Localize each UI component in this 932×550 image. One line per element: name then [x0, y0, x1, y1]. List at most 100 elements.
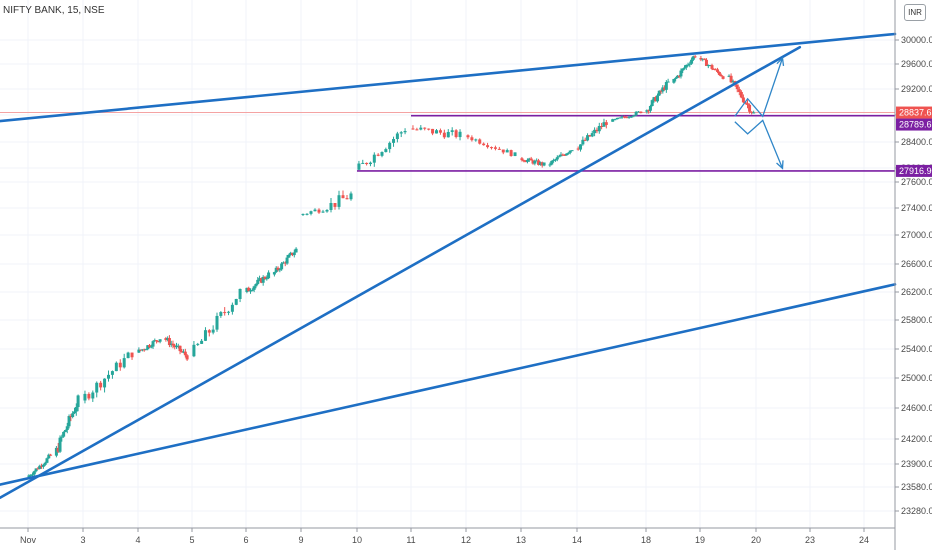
- candle-body: [258, 278, 262, 280]
- candle-body: [570, 150, 574, 152]
- time-tick-label: 11: [406, 535, 415, 545]
- time-tick-label: 14: [572, 535, 582, 545]
- candle-body: [613, 119, 617, 121]
- candle-body: [146, 345, 150, 350]
- projection-arrows[interactable]: [734, 56, 785, 170]
- candle-body: [590, 133, 594, 137]
- arrowhead: [776, 56, 785, 67]
- time-tick-label: 9: [298, 535, 303, 545]
- candle-body: [525, 159, 529, 162]
- candle-body: [535, 160, 539, 162]
- candle-body: [76, 395, 80, 408]
- candle-body: [103, 378, 107, 388]
- candle-body: [563, 154, 567, 156]
- time-tick-label: Nov: [20, 535, 37, 545]
- candle-body: [677, 75, 681, 77]
- candle-body: [32, 471, 36, 475]
- candle-body: [482, 143, 486, 146]
- candle-body: [693, 56, 697, 58]
- candle-body: [657, 90, 661, 96]
- candle-body: [292, 252, 296, 256]
- trendline-lower-channel[interactable]: [0, 283, 897, 486]
- candle-body: [219, 312, 223, 316]
- candle-body: [215, 315, 219, 330]
- price-axis[interactable]: 30000.0029600.0029200.0028800.0028400.00…: [894, 0, 932, 550]
- candle-body: [376, 154, 380, 156]
- candle-body: [368, 162, 372, 165]
- candle-body: [333, 203, 337, 207]
- candle-body: [45, 458, 49, 463]
- candle-body: [684, 65, 688, 68]
- candle-body: [403, 131, 407, 133]
- candle-body: [29, 475, 33, 477]
- candle-body: [56, 447, 60, 452]
- candle-body: [701, 58, 705, 60]
- candle-body: [538, 162, 542, 165]
- candle-body: [529, 158, 533, 161]
- candle-body: [423, 127, 427, 129]
- candle-body: [659, 90, 663, 92]
- candle-body: [737, 89, 741, 92]
- candle-body: [595, 129, 599, 132]
- candle-body: [666, 81, 670, 83]
- candle-body: [513, 152, 517, 157]
- candle-body: [652, 97, 656, 101]
- candle-body: [265, 278, 269, 280]
- price-tick-label: 23280.00: [901, 506, 932, 516]
- candle-body: [283, 262, 287, 264]
- candle-body: [634, 111, 638, 116]
- price-tick-label: 26600.00: [901, 259, 932, 269]
- candle-body: [267, 272, 271, 279]
- candle-body: [337, 195, 341, 207]
- candle-body: [144, 349, 148, 351]
- candle-body: [604, 122, 608, 125]
- candle-body: [664, 82, 668, 90]
- candle-body: [520, 158, 524, 161]
- candle-body: [632, 115, 636, 117]
- candle-body: [620, 116, 624, 118]
- candle-body: [399, 132, 403, 134]
- candle-body: [274, 267, 278, 273]
- candle-body: [636, 111, 640, 113]
- candle-body: [38, 465, 42, 469]
- candle-body: [458, 131, 462, 138]
- candle-body: [36, 468, 40, 470]
- candle-body: [731, 81, 735, 83]
- trendline-upper-channel[interactable]: [0, 32, 897, 123]
- candle-body: [54, 447, 58, 456]
- candle-body: [576, 148, 580, 150]
- arrow-bullish-path[interactable]: [734, 57, 784, 118]
- candle-body: [548, 164, 552, 166]
- candle-body: [727, 75, 731, 77]
- arrow-bearish-path[interactable]: [734, 119, 784, 169]
- candle-body: [276, 267, 280, 270]
- price-tick-label: 30000.00: [901, 35, 932, 45]
- candle-body: [329, 203, 333, 210]
- currency-badge[interactable]: INR: [904, 4, 926, 21]
- candle-body: [450, 130, 454, 132]
- candle-body: [583, 139, 587, 141]
- trendline-rising-support[interactable]: [0, 45, 802, 500]
- price-tick-label: 23580.00: [901, 482, 932, 492]
- time-axis[interactable]: Nov 3 4 5 6 9 10 11 12 13 14 18 19 20 23 24: [0, 527, 895, 545]
- price-tag: [896, 106, 932, 119]
- candle-body: [656, 95, 659, 102]
- candle-body: [540, 162, 544, 166]
- trendlines[interactable]: [0, 32, 897, 500]
- candle-body: [60, 436, 64, 438]
- candle-body: [139, 349, 143, 351]
- candle-body: [690, 59, 694, 64]
- candle-body: [67, 416, 71, 427]
- price-tick-label: 27000.00: [901, 230, 932, 240]
- candle-body: [674, 77, 678, 79]
- candle-body: [716, 69, 720, 72]
- price-tags: 28837.65 28789.65 27916.90: [896, 106, 932, 177]
- candle-body: [419, 127, 423, 130]
- price-tick-label: 24200.00: [901, 434, 932, 444]
- price-tag-label: 27916.90: [899, 166, 932, 176]
- candle-body: [63, 430, 67, 432]
- candle-body: [557, 156, 561, 158]
- candle-body: [74, 407, 78, 412]
